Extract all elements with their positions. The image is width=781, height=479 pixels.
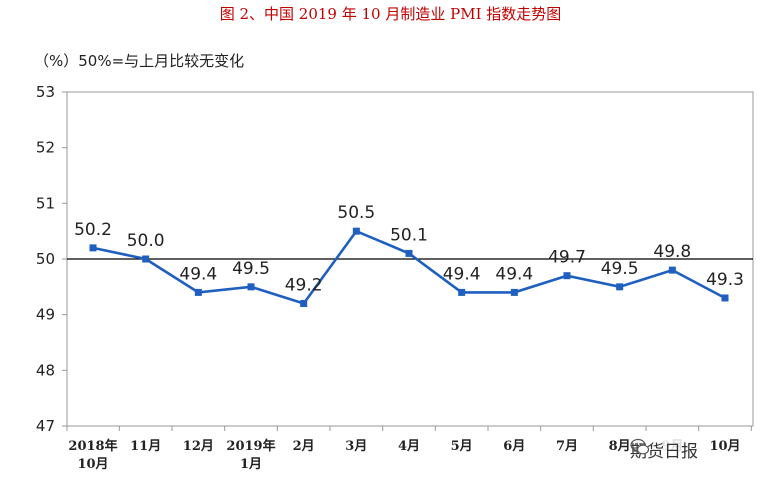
data-label: 49.2 bbox=[285, 276, 323, 296]
data-point bbox=[458, 288, 466, 296]
unit-note: （%）50%=与上月比较无变化 bbox=[34, 52, 245, 70]
data-point bbox=[194, 288, 202, 296]
data-label: 49.3 bbox=[706, 270, 744, 290]
data-point bbox=[352, 227, 360, 235]
data-label: 49.4 bbox=[443, 264, 481, 284]
x-tick-label: 1月 bbox=[240, 457, 262, 472]
x-tick-label: 2018年 bbox=[68, 438, 117, 454]
data-point bbox=[300, 300, 308, 308]
x-tick-label: 7月 bbox=[556, 439, 578, 454]
data-point bbox=[721, 294, 729, 302]
x-tick-label: 2019年 bbox=[226, 438, 275, 454]
data-point bbox=[563, 272, 571, 280]
x-tick-label: 4月 bbox=[398, 439, 420, 454]
data-label: 49.4 bbox=[179, 264, 217, 284]
x-tick-label: 5月 bbox=[451, 439, 473, 454]
x-tick-label: 8月 bbox=[609, 439, 631, 454]
data-label: 50.1 bbox=[390, 225, 428, 245]
data-point bbox=[510, 288, 518, 296]
y-tick-label: 50 bbox=[36, 250, 55, 268]
x-tick-label: 2月 bbox=[293, 439, 315, 454]
watermark: 期货日报 bbox=[630, 437, 698, 462]
y-tick-label: 48 bbox=[36, 361, 55, 379]
data-point bbox=[405, 249, 413, 257]
x-tick-label: 6月 bbox=[503, 439, 525, 454]
wechat-icon bbox=[630, 438, 650, 455]
x-tick-label: 10月 bbox=[709, 439, 740, 454]
data-label: 49.4 bbox=[495, 264, 533, 284]
y-tick-label: 51 bbox=[36, 194, 55, 212]
data-label: 49.8 bbox=[653, 242, 691, 262]
y-tick-label: 53 bbox=[36, 83, 55, 101]
data-label: 49.5 bbox=[601, 259, 639, 279]
y-axis: 47 48 49 50 51 52 53 bbox=[36, 83, 67, 435]
x-tick-label: 12月 bbox=[183, 439, 214, 454]
x-axis: 2018年10月11月12月2019年1月2月3月4月5月6月7月8月9月10月 bbox=[66, 426, 752, 472]
data-point bbox=[616, 283, 624, 291]
data-labels: 50.2 50.0 49.4 49.5 49.2 50.5 50.1 49.4 49.4 49.7… bbox=[74, 203, 744, 295]
data-label: 50.0 bbox=[127, 231, 165, 251]
x-tick-label: 3月 bbox=[345, 439, 367, 454]
data-point bbox=[247, 283, 255, 291]
data-label: 50.5 bbox=[337, 203, 375, 223]
data-points bbox=[89, 227, 729, 308]
x-tick-label: 10月 bbox=[77, 457, 108, 472]
data-label: 50.2 bbox=[74, 220, 112, 240]
data-point bbox=[89, 244, 97, 252]
data-label: 49.7 bbox=[548, 248, 586, 268]
data-point bbox=[142, 255, 150, 263]
y-tick-label: 52 bbox=[36, 139, 55, 157]
y-tick-label: 47 bbox=[36, 417, 55, 435]
chart-title: 图 2、中国 2019 年 10 月制造业 PMI 指数走势图 bbox=[219, 5, 562, 23]
data-label: 49.5 bbox=[232, 259, 270, 279]
x-tick-label: 11月 bbox=[130, 439, 161, 454]
data-point bbox=[668, 266, 676, 274]
y-tick-label: 49 bbox=[36, 306, 55, 324]
